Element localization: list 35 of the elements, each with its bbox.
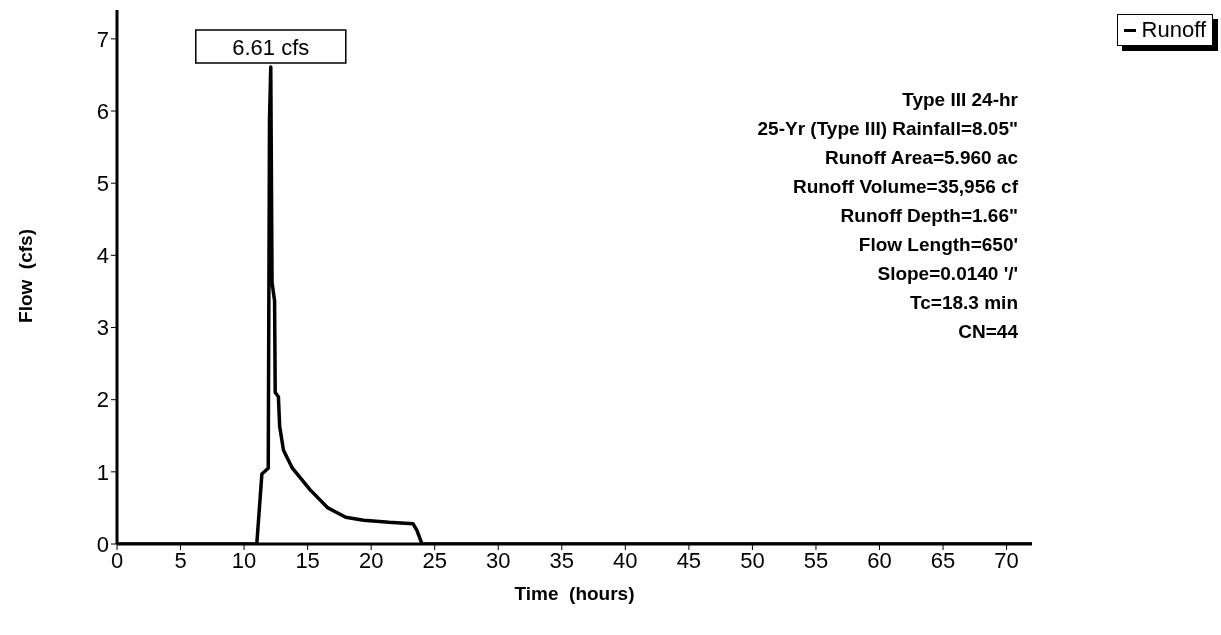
x-tick-label: 25: [422, 547, 447, 573]
annotation: Slope=0.0140 '/': [877, 263, 1018, 284]
annotation: Tc=18.3 min: [910, 292, 1018, 313]
annotation: CN=44: [958, 321, 1019, 342]
x-tick-label: 50: [740, 547, 765, 573]
x-tick-label: 60: [867, 547, 892, 573]
y-tick-label: 1: [96, 459, 109, 485]
x-tick-label: 20: [358, 547, 384, 573]
y-tick-label: 5: [96, 171, 109, 196]
x-tick-label: 30: [486, 547, 511, 573]
x-tick-label: 35: [549, 547, 575, 573]
y-tick-label: 0: [96, 531, 109, 557]
annotation: Runoff Volume=35,956 cf: [792, 176, 1019, 197]
y-tick-label: 2: [96, 387, 109, 413]
x-axis-title: Time (hours): [514, 583, 635, 604]
x-tick-label: 55: [803, 547, 829, 573]
x-tick-label: 10: [231, 547, 257, 573]
x-tick-label: 5: [174, 547, 187, 573]
annotation: Runoff Depth=1.66": [840, 205, 1018, 226]
x-tick-label: 65: [930, 547, 956, 573]
y-tick-label: 6: [96, 98, 109, 124]
annotation: 25-Yr (Type III) Rainfall=8.05": [757, 118, 1018, 139]
y-tick-label: 4: [96, 243, 109, 269]
x-tick-label: 70: [994, 547, 1019, 573]
x-tick-label: 15: [295, 547, 320, 573]
annotation: Runoff Area=5.960 ac: [824, 147, 1019, 168]
y-axis-title: Flow (cfs): [15, 229, 36, 323]
annotation: Flow Length=650': [858, 234, 1018, 255]
y-tick-label: 3: [96, 315, 109, 341]
x-tick-label: 45: [676, 547, 702, 573]
y-tick-label: 7: [96, 26, 109, 52]
legend-label: Runoff: [1141, 17, 1206, 43]
annotation: Type III 24-hr: [902, 89, 1019, 110]
annotation: 6.61 cfs: [232, 34, 310, 60]
x-tick-label: 40: [613, 547, 638, 573]
